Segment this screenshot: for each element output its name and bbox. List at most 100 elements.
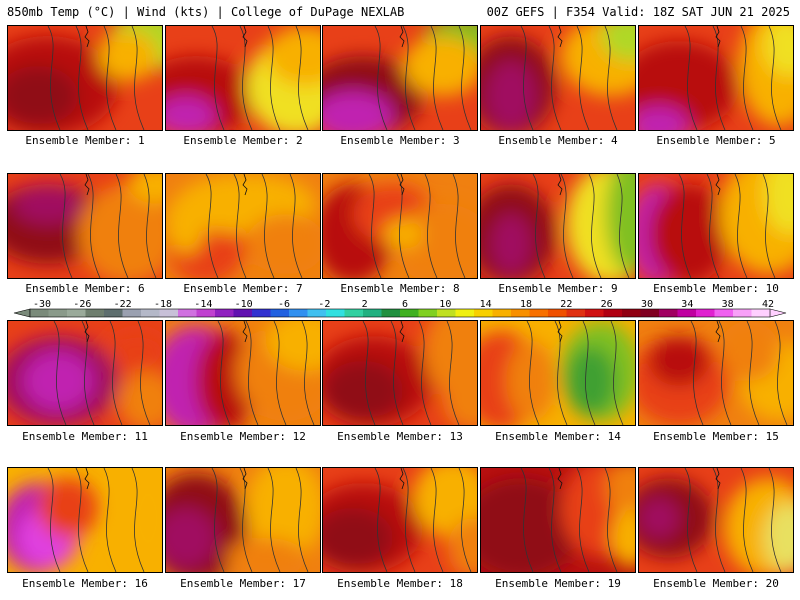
wind-contour-line bbox=[261, 174, 275, 278]
temperature-region bbox=[166, 194, 206, 254]
wind-contour-line bbox=[430, 468, 444, 572]
colorbar-segment bbox=[344, 309, 364, 317]
ensemble-member-label: Ensemble Member: 12 bbox=[180, 430, 306, 443]
colorbar-tick-label: 14 bbox=[480, 299, 492, 310]
ensemble-member-label: Ensemble Member: 14 bbox=[495, 430, 621, 443]
wind-contour-line bbox=[560, 174, 574, 278]
temperature-region bbox=[323, 361, 403, 421]
wind-contour-line bbox=[446, 321, 460, 425]
ensemble-panel bbox=[480, 467, 636, 573]
temperature-field-map bbox=[481, 321, 635, 425]
colorbar-segment bbox=[67, 309, 86, 317]
temperature-region bbox=[78, 184, 162, 278]
temperature-field-map bbox=[166, 468, 320, 572]
ensemble-panel bbox=[165, 173, 321, 279]
temperature-field-map bbox=[481, 468, 635, 572]
temperature-field-map bbox=[166, 321, 320, 425]
coastline bbox=[84, 26, 90, 48]
ensemble-panel bbox=[7, 25, 163, 131]
wind-contour-line bbox=[604, 26, 618, 130]
colorbar-min-arrow bbox=[13, 308, 31, 318]
colorbar-segment bbox=[104, 309, 123, 317]
colorbar-segment bbox=[289, 309, 308, 317]
temperature-region bbox=[413, 468, 477, 538]
ensemble-member-label: Ensemble Member: 10 bbox=[653, 282, 779, 295]
wind-contour-line bbox=[47, 468, 61, 572]
temperature-region bbox=[38, 478, 98, 538]
coastline bbox=[715, 26, 721, 48]
colorbar-tick-label: -6 bbox=[278, 299, 290, 310]
coastline bbox=[242, 321, 248, 343]
coastline bbox=[84, 321, 90, 343]
ensemble-panel bbox=[165, 320, 321, 426]
temperature-region bbox=[443, 371, 477, 425]
coastline bbox=[557, 174, 563, 196]
ensemble-member-label: Ensemble Member: 16 bbox=[22, 577, 148, 590]
ensemble-member-label: Ensemble Member: 20 bbox=[653, 577, 779, 590]
ensemble-panel bbox=[7, 320, 163, 426]
wind-contour-line bbox=[390, 321, 404, 425]
colorbar-segment bbox=[714, 309, 734, 317]
wind-contour-line bbox=[109, 321, 123, 425]
wind-contour-line bbox=[137, 321, 151, 425]
wind-contour-line bbox=[273, 321, 287, 425]
temperature-field-map bbox=[323, 468, 477, 572]
wind-contour-line bbox=[582, 321, 596, 425]
colorbar-segment bbox=[548, 309, 567, 317]
colorbar-tick-label: 2 bbox=[362, 299, 368, 310]
colorbar-tick-label: 6 bbox=[402, 299, 408, 310]
temperature-field-map bbox=[8, 468, 162, 572]
colorbar-tick-label: -30 bbox=[33, 299, 51, 310]
colorbar-segment bbox=[381, 309, 401, 317]
coastline bbox=[399, 321, 405, 343]
wind-contour-line bbox=[554, 321, 568, 425]
temperature-region bbox=[246, 468, 320, 558]
wind-contour-line bbox=[53, 321, 67, 425]
colorbar-segment bbox=[640, 309, 660, 317]
wind-contour-line bbox=[718, 321, 732, 425]
temperature-region bbox=[606, 468, 635, 518]
temperature-region bbox=[606, 174, 635, 274]
ensemble-panel bbox=[7, 173, 163, 279]
colorbar-segment bbox=[696, 309, 715, 317]
wind-contour-line bbox=[205, 174, 219, 278]
colorbar-segment bbox=[141, 309, 160, 317]
wind-contour-line bbox=[75, 26, 89, 130]
wind-contour-line bbox=[762, 174, 776, 278]
ensemble-panel bbox=[165, 467, 321, 573]
wind-contour-line bbox=[368, 174, 382, 278]
ensemble-member-label: Ensemble Member: 18 bbox=[337, 577, 463, 590]
wind-contour-line bbox=[690, 321, 704, 425]
wind-contour-line bbox=[131, 26, 145, 130]
colorbar-segment bbox=[270, 309, 290, 317]
temperature-region bbox=[486, 61, 536, 130]
ensemble-panel bbox=[638, 25, 794, 131]
wind-contour-line bbox=[362, 321, 376, 425]
temperature-region bbox=[481, 478, 581, 572]
temperature-field-map bbox=[639, 468, 793, 572]
ensemble-panel bbox=[322, 173, 478, 279]
wind-contour-line bbox=[684, 468, 698, 572]
wind-contour-line bbox=[81, 321, 95, 425]
colorbar-segment bbox=[30, 309, 49, 317]
ensemble-panel bbox=[638, 320, 794, 426]
wind-contour-line bbox=[47, 26, 61, 130]
colorbar-segment bbox=[733, 309, 752, 317]
temperature-region bbox=[649, 336, 709, 386]
wind-contour-line bbox=[103, 468, 117, 572]
wind-contour-line bbox=[548, 26, 562, 130]
wind-contour-line bbox=[295, 468, 309, 572]
colorbar-segment bbox=[566, 309, 586, 317]
temperature-field-map bbox=[323, 321, 477, 425]
colorbar-segment bbox=[363, 309, 382, 317]
colorbar-tick-label: 38 bbox=[722, 299, 734, 310]
colorbar-tick-label: 22 bbox=[560, 299, 572, 310]
coastline bbox=[399, 468, 405, 490]
wind-contour-line bbox=[610, 321, 624, 425]
valid-time-label: 00Z GEFS | F354 Valid: 18Z SAT JUN 21 20… bbox=[486, 5, 790, 19]
wind-contour-line bbox=[233, 174, 247, 278]
wind-contour-line bbox=[774, 321, 788, 425]
temperature-region bbox=[506, 341, 556, 421]
wind-contour-line bbox=[131, 468, 145, 572]
colorbar-segment bbox=[418, 309, 438, 317]
